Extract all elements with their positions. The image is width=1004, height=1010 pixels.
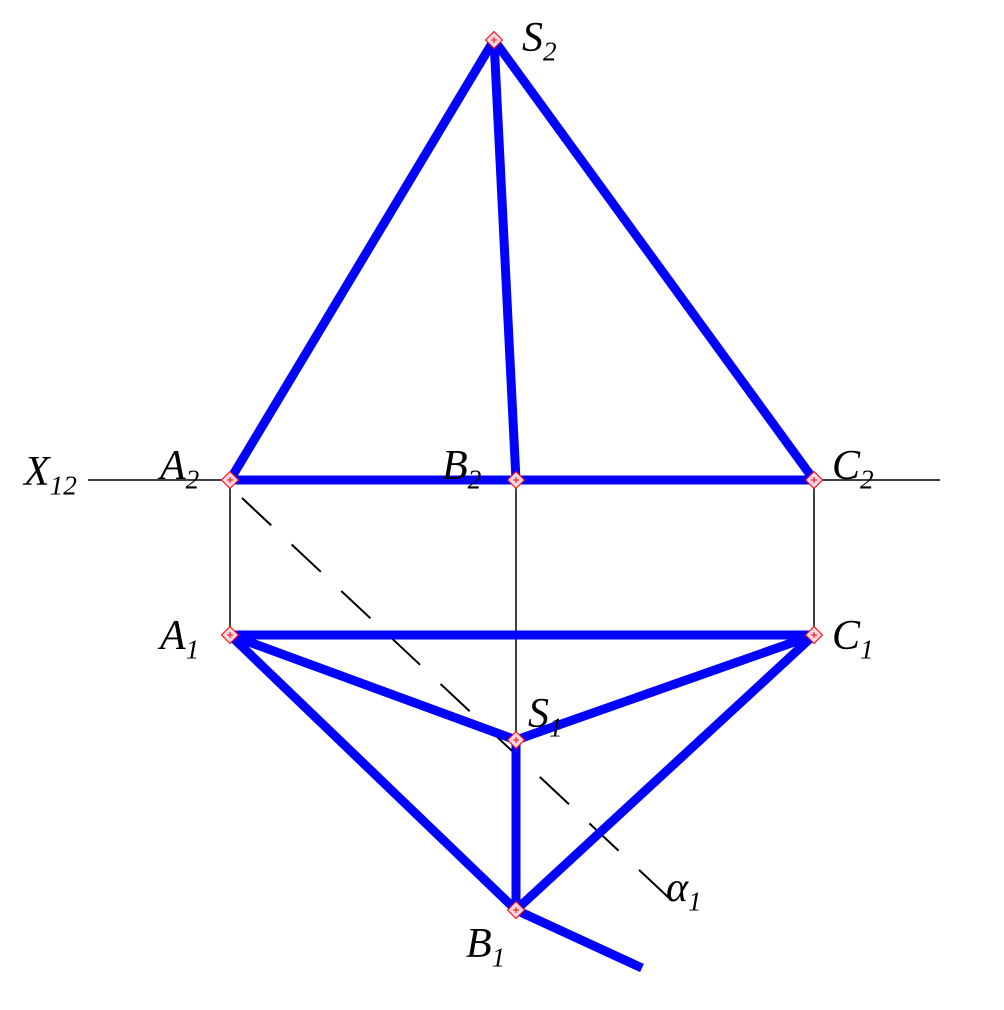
label-C1: C1 [832, 612, 874, 665]
label-A2: A2 [160, 442, 199, 495]
label-X12: X12 [24, 448, 77, 501]
descriptive-geometry-diagram [0, 0, 1004, 1010]
point-B2 [508, 472, 525, 489]
label-S1: S1 [528, 690, 563, 743]
label-S2: S2 [522, 14, 557, 67]
label-A1: A1 [160, 612, 199, 665]
label-C2: C2 [832, 442, 874, 495]
label-B2: B2 [442, 442, 481, 495]
label-B1: B1 [466, 920, 505, 973]
label-alpha1: α1 [666, 864, 702, 917]
